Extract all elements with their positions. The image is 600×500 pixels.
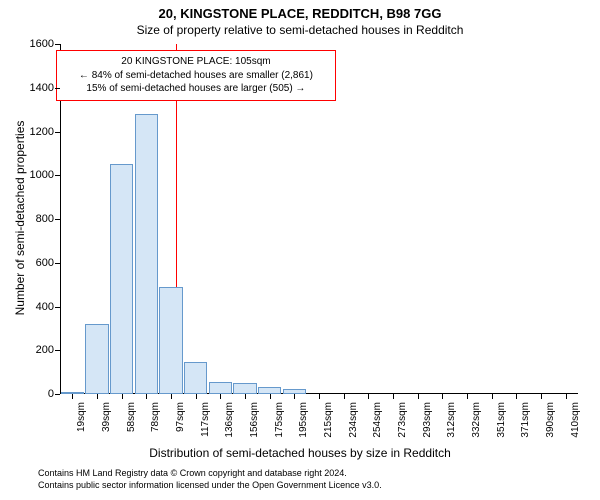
y-axis-label: Number of semi-detached properties — [13, 103, 27, 333]
footer-line-2: Contains public sector information licen… — [38, 480, 382, 492]
y-tick-label: 1600 — [30, 38, 54, 50]
bar — [110, 164, 133, 394]
footer-line-1: Contains HM Land Registry data © Crown c… — [38, 468, 382, 480]
x-tick-mark — [442, 394, 443, 399]
y-tick-mark — [55, 175, 60, 176]
x-tick-label: 117sqm — [200, 402, 211, 437]
footer: Contains HM Land Registry data © Crown c… — [38, 468, 382, 491]
x-tick-mark — [122, 394, 123, 399]
info-box: 20 KINGSTONE PLACE: 105sqm ← 84% of semi… — [56, 50, 336, 101]
chart-title: 20, KINGSTONE PLACE, REDDITCH, B98 7GG — [0, 0, 600, 21]
x-tick-mark — [220, 394, 221, 399]
x-tick-mark — [97, 394, 98, 399]
bar — [85, 324, 108, 394]
x-tick-label: 254sqm — [372, 402, 383, 438]
chart-container: 20, KINGSTONE PLACE, REDDITCH, B98 7GG S… — [0, 0, 600, 500]
x-tick-label: 175sqm — [274, 402, 285, 438]
x-tick-mark — [72, 394, 73, 399]
y-tick-label: 1000 — [30, 169, 54, 181]
x-tick-mark — [171, 394, 172, 399]
y-tick-mark — [55, 219, 60, 220]
y-tick-label: 600 — [36, 257, 54, 269]
x-axis-label: Distribution of semi-detached houses by … — [0, 446, 600, 460]
y-tick-mark — [55, 88, 60, 89]
y-tick-label: 1200 — [30, 126, 54, 138]
x-tick-label: 58sqm — [126, 402, 137, 432]
x-tick-mark — [344, 394, 345, 399]
bar — [159, 287, 182, 394]
y-tick-label: 200 — [36, 344, 54, 356]
y-tick-mark — [55, 132, 60, 133]
y-tick-label: 1400 — [30, 82, 54, 94]
x-tick-mark — [294, 394, 295, 399]
y-tick-mark — [55, 263, 60, 264]
x-tick-mark — [319, 394, 320, 399]
chart-subtitle: Size of property relative to semi-detach… — [0, 21, 600, 41]
x-tick-mark — [467, 394, 468, 399]
y-tick-label: 400 — [36, 301, 54, 313]
y-tick-mark — [55, 44, 60, 45]
x-tick-label: 195sqm — [298, 402, 309, 438]
x-tick-mark — [566, 394, 567, 399]
x-tick-label: 312sqm — [446, 402, 457, 438]
x-tick-label: 351sqm — [496, 402, 507, 438]
x-tick-mark — [516, 394, 517, 399]
x-tick-label: 78sqm — [150, 402, 161, 432]
x-tick-mark — [418, 394, 419, 399]
x-tick-label: 19sqm — [76, 402, 87, 432]
bar — [209, 382, 232, 394]
x-tick-label: 234sqm — [348, 402, 359, 438]
x-tick-label: 215sqm — [323, 402, 334, 438]
x-tick-label: 390sqm — [545, 402, 556, 438]
y-tick-label: 0 — [48, 388, 54, 400]
x-tick-label: 293sqm — [422, 402, 433, 438]
x-tick-label: 332sqm — [471, 402, 482, 438]
x-tick-label: 273sqm — [397, 402, 408, 438]
x-tick-mark — [492, 394, 493, 399]
x-tick-label: 156sqm — [249, 402, 260, 438]
x-tick-label: 136sqm — [224, 402, 235, 438]
x-tick-mark — [393, 394, 394, 399]
plot-area: 20 KINGSTONE PLACE: 105sqm ← 84% of semi… — [60, 44, 578, 394]
y-tick-mark — [55, 350, 60, 351]
info-line-1: 20 KINGSTONE PLACE: 105sqm — [67, 55, 325, 69]
x-tick-mark — [146, 394, 147, 399]
bar — [184, 362, 207, 394]
x-tick-mark — [270, 394, 271, 399]
y-tick-mark — [55, 394, 60, 395]
info-line-3: 15% of semi-detached houses are larger (… — [67, 82, 325, 96]
x-tick-mark — [196, 394, 197, 399]
x-tick-label: 39sqm — [101, 402, 112, 432]
bar — [233, 383, 256, 394]
x-tick-label: 371sqm — [520, 402, 531, 438]
y-tick-mark — [55, 307, 60, 308]
x-tick-label: 410sqm — [570, 402, 581, 438]
x-tick-mark — [368, 394, 369, 399]
x-tick-mark — [541, 394, 542, 399]
bar — [135, 114, 158, 394]
x-tick-label: 97sqm — [175, 402, 186, 432]
info-line-2: ← 84% of semi-detached houses are smalle… — [67, 69, 325, 83]
x-tick-mark — [245, 394, 246, 399]
y-tick-label: 800 — [36, 213, 54, 225]
